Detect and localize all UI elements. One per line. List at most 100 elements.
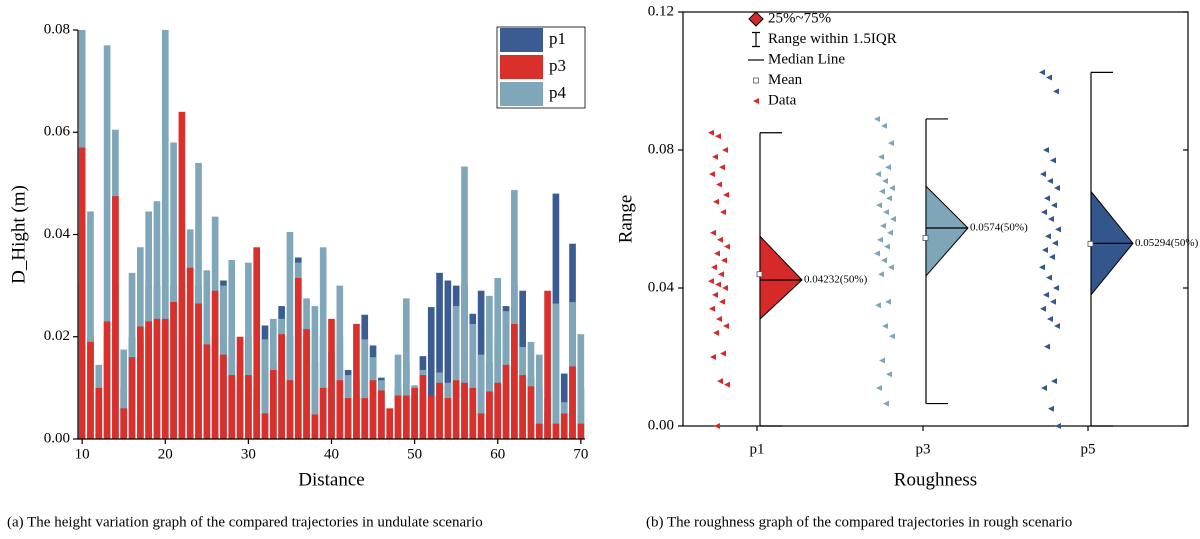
bar bbox=[469, 323, 477, 439]
data-point bbox=[712, 291, 718, 298]
data-point bbox=[875, 171, 881, 178]
data-point bbox=[1054, 184, 1060, 191]
data-point bbox=[883, 400, 889, 407]
bar bbox=[120, 349, 128, 439]
bar bbox=[78, 147, 86, 439]
data-point bbox=[709, 305, 715, 312]
bar bbox=[577, 334, 585, 439]
bar bbox=[112, 196, 119, 439]
data-point bbox=[1044, 195, 1050, 202]
data-point bbox=[1046, 274, 1052, 281]
bar bbox=[303, 329, 310, 439]
data-point bbox=[722, 285, 728, 291]
data-point bbox=[723, 191, 729, 198]
median-label: 0.04232(50%) bbox=[804, 274, 868, 286]
data-point bbox=[1047, 178, 1053, 185]
data-point bbox=[890, 216, 896, 222]
bar bbox=[286, 380, 294, 439]
data-point bbox=[883, 209, 889, 216]
x-tick-label: 50 bbox=[407, 446, 422, 462]
bar bbox=[461, 166, 468, 439]
legend-label: p4 bbox=[549, 83, 567, 102]
bar bbox=[361, 339, 369, 439]
data-point bbox=[1042, 247, 1048, 254]
data-point bbox=[876, 385, 882, 392]
data-point bbox=[710, 354, 716, 360]
bar bbox=[336, 380, 344, 439]
x-tick-label: 60 bbox=[490, 446, 505, 462]
bar bbox=[328, 318, 335, 439]
data-point bbox=[1051, 378, 1057, 385]
caption: (b) The roughness graph of the compared … bbox=[646, 514, 1072, 530]
data-point bbox=[880, 222, 886, 229]
data-point bbox=[876, 202, 882, 209]
data-point bbox=[1055, 423, 1061, 429]
bar bbox=[486, 391, 493, 439]
data-point bbox=[878, 153, 884, 160]
data-point bbox=[1048, 405, 1054, 412]
bar bbox=[178, 111, 186, 440]
x-tick-label: p3 bbox=[916, 441, 931, 457]
legend-swatch bbox=[500, 28, 543, 52]
bar bbox=[511, 190, 518, 439]
bar bbox=[294, 277, 302, 439]
bar bbox=[477, 413, 485, 439]
bar bbox=[228, 375, 236, 439]
data-point bbox=[878, 271, 884, 278]
bar bbox=[361, 398, 369, 439]
data-point bbox=[717, 378, 723, 385]
data-point bbox=[716, 181, 722, 188]
data-point bbox=[1048, 216, 1054, 222]
y-tick-label: 0.00 bbox=[44, 430, 70, 446]
data-point bbox=[708, 129, 714, 136]
x-tick-label: 10 bbox=[75, 446, 90, 462]
bar bbox=[411, 387, 418, 439]
bar bbox=[153, 318, 161, 439]
data-point bbox=[886, 371, 892, 378]
bar bbox=[452, 380, 460, 439]
data-point bbox=[885, 164, 891, 171]
legend-label: p1 bbox=[549, 29, 566, 48]
bar bbox=[519, 375, 526, 439]
y-tick-label: 0.12 bbox=[648, 3, 674, 19]
data-point bbox=[1045, 233, 1051, 240]
data-point bbox=[885, 298, 891, 305]
bar bbox=[311, 306, 319, 439]
data-point bbox=[711, 264, 717, 271]
legend-symbol bbox=[753, 98, 759, 104]
data-point bbox=[720, 209, 726, 216]
bar bbox=[103, 321, 111, 439]
x-axis-label: Distance bbox=[298, 469, 364, 490]
data-point bbox=[714, 250, 720, 257]
bar bbox=[311, 414, 319, 439]
data-point bbox=[889, 184, 895, 191]
data-point bbox=[1039, 264, 1045, 271]
bar bbox=[245, 262, 252, 439]
bar bbox=[477, 354, 485, 439]
bar bbox=[494, 382, 502, 439]
data-point bbox=[723, 322, 729, 329]
bar bbox=[494, 277, 502, 439]
data-point bbox=[1040, 305, 1046, 312]
y-tick-label: 0.04 bbox=[44, 226, 71, 242]
y-tick-label: 0.08 bbox=[44, 21, 70, 37]
bar bbox=[444, 398, 452, 439]
bar bbox=[344, 398, 352, 439]
data-point bbox=[1055, 226, 1061, 233]
median-label: 0.0574(50%) bbox=[970, 222, 1028, 234]
bar bbox=[161, 318, 169, 439]
data-point bbox=[713, 198, 719, 205]
bar bbox=[195, 162, 202, 440]
bar bbox=[552, 303, 560, 439]
x-tick-label: p1 bbox=[750, 441, 765, 457]
bar bbox=[319, 387, 327, 439]
data-point bbox=[1054, 322, 1060, 329]
data-point bbox=[877, 236, 883, 243]
bar bbox=[502, 364, 510, 439]
bar bbox=[353, 323, 360, 439]
legend-symbol bbox=[752, 31, 760, 48]
mean-marker bbox=[1087, 240, 1094, 247]
bar bbox=[145, 321, 152, 439]
bar bbox=[261, 413, 269, 439]
bar bbox=[527, 386, 535, 439]
